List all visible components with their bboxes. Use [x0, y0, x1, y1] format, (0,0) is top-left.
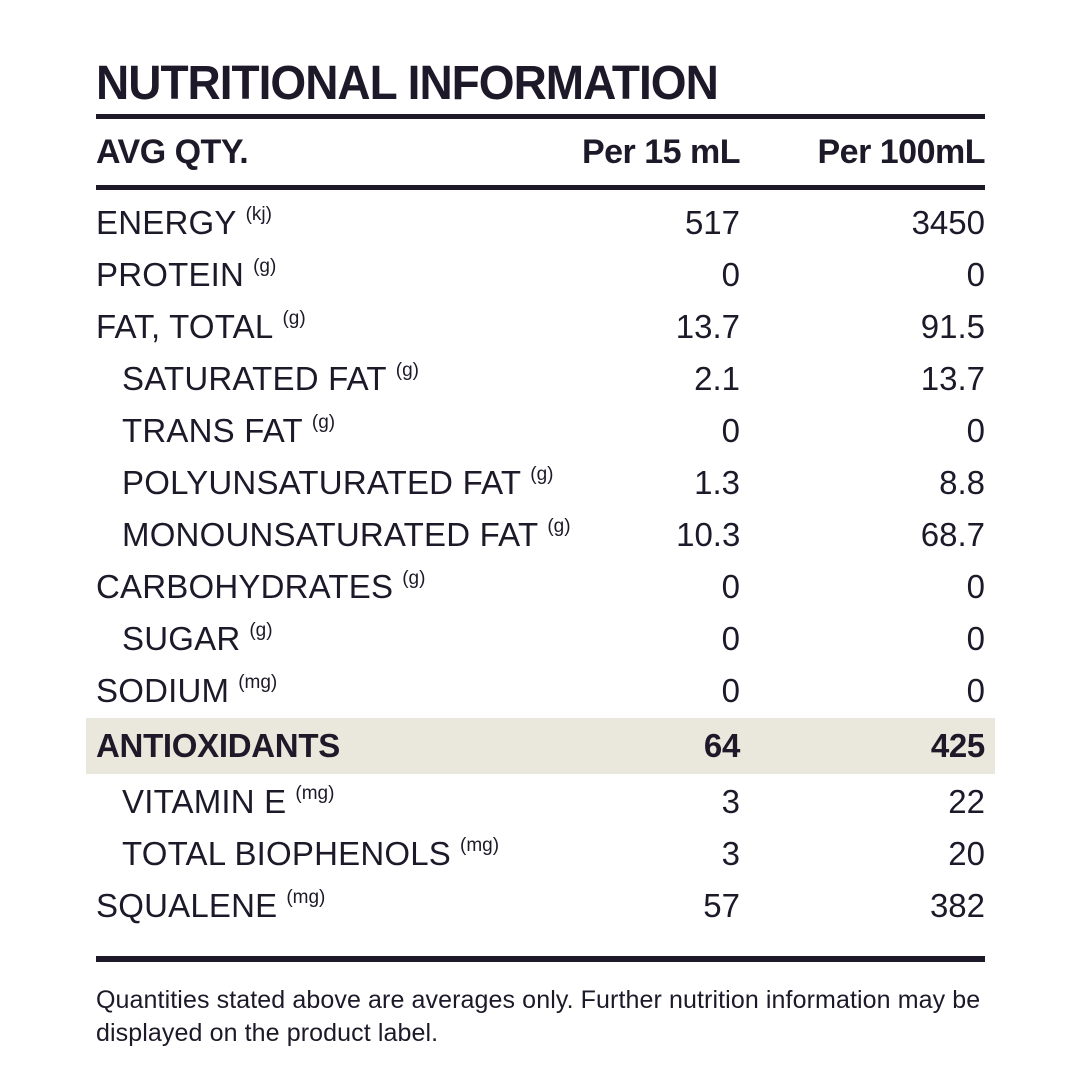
row-label: POLYUNSATURATED FAT (g) [122, 464, 554, 501]
table-row: POLYUNSATURATED FAT (g) 1.3 8.8 [96, 457, 985, 509]
table-row: TRANS FAT (g) 0 0 [96, 405, 985, 457]
row-label: PROTEIN (g) [96, 256, 277, 293]
divider-top [96, 114, 985, 119]
row-value-per-15ml: 10.3 [676, 516, 741, 553]
table-row: TOTAL BIOPHENOLS (mg) 3 20 [96, 828, 985, 880]
row-value-per-15ml: 64 [703, 727, 740, 764]
table-row: MONOUNSATURATED FAT (g) 10.3 68.7 [96, 509, 985, 561]
row-label: SATURATED FAT (g) [122, 360, 420, 397]
column-header-per-100ml: Per 100mL [817, 132, 986, 171]
row-value-per-15ml: 0 [721, 256, 740, 293]
row-value-per-100ml: 68.7 [920, 516, 985, 553]
divider-header [96, 185, 985, 190]
divider-bottom [96, 956, 985, 962]
row-label: ANTIOXIDANTS [96, 727, 340, 764]
table-row: SATURATED FAT (g) 2.1 13.7 [96, 353, 985, 405]
table-row: ANTIOXIDANTS 64 425 [86, 718, 995, 774]
row-unit: (g) [311, 412, 336, 433]
table-row: CARBOHYDRATES (g) 0 0 [96, 561, 985, 613]
table-row: SUGAR (g) 0 0 [96, 613, 985, 665]
row-unit: (g) [249, 620, 273, 641]
row-value-per-100ml: 8.8 [939, 464, 985, 501]
row-value-per-100ml: 3450 [911, 204, 985, 241]
row-value-per-15ml: 0 [721, 412, 740, 449]
column-header-avg-qty: AVG QTY. [96, 132, 249, 171]
row-value-per-15ml: 13.7 [675, 308, 740, 345]
row-value-per-100ml: 0 [966, 672, 985, 709]
table-row: SQUALENE (mg) 57 382 [96, 880, 985, 932]
row-value-per-15ml: 3 [721, 783, 740, 820]
row-unit: (mg) [295, 783, 335, 804]
table-row: SODIUM (mg) 0 0 [96, 665, 985, 717]
row-unit: (mg) [238, 672, 278, 693]
row-value-per-15ml: 2.1 [694, 360, 740, 397]
table-row: VITAMIN E (mg) 3 22 [96, 776, 985, 828]
column-header-per-15ml: Per 15 mL [581, 132, 741, 171]
row-unit: (g) [547, 516, 571, 537]
table-row: FAT, TOTAL (g) 13.7 91.5 [96, 301, 985, 353]
row-value-per-100ml: 0 [966, 620, 985, 657]
row-unit: (g) [253, 256, 277, 277]
row-value-per-15ml: 1.3 [694, 464, 740, 501]
row-value-per-100ml: 0 [966, 412, 985, 449]
row-value-per-100ml: 20 [948, 835, 985, 872]
table-body: ENERGY (kj) 517 3450 PROTEIN (g) 0 0 FAT, … [86, 197, 995, 932]
row-label: MONOUNSATURATED FAT (g) [122, 516, 571, 553]
table-header-row: AVG QTY. Per 15 mL Per 100mL [96, 119, 986, 185]
row-value-per-15ml: 0 [721, 568, 740, 605]
row-label: SODIUM (mg) [96, 672, 278, 709]
row-value-per-100ml: 382 [929, 887, 985, 924]
row-value-per-100ml: 22 [948, 783, 985, 820]
row-label: TRANS FAT (g) [122, 412, 336, 449]
row-unit: (g) [395, 360, 420, 381]
row-label: ENERGY (kj) [96, 204, 272, 241]
row-value-per-100ml: 425 [930, 727, 985, 764]
table-row: ENERGY (kj) 517 3450 [96, 197, 985, 249]
row-value-per-100ml: 13.7 [920, 360, 985, 397]
page-title: NUTRITIONAL INFORMATION [96, 55, 719, 110]
row-value-per-15ml: 0 [721, 620, 740, 657]
row-value-per-100ml: 91.5 [920, 308, 985, 345]
footer-disclaimer: Quantities stated above are averages onl… [96, 986, 981, 1047]
row-value-per-100ml: 0 [966, 256, 985, 293]
row-label: CARBOHYDRATES (g) [96, 568, 426, 605]
row-value-per-15ml: 57 [703, 887, 740, 924]
row-value-per-100ml: 0 [966, 568, 985, 605]
row-value-per-15ml: 3 [721, 835, 740, 872]
row-unit: (mg) [460, 835, 500, 856]
row-unit: (g) [530, 464, 554, 485]
row-unit: (g) [402, 568, 426, 589]
table-row: PROTEIN (g) 0 0 [96, 249, 985, 301]
row-value-per-15ml: 0 [721, 672, 740, 709]
row-label: SUGAR (g) [122, 620, 273, 657]
row-label: SQUALENE (mg) [96, 887, 326, 924]
row-label: FAT, TOTAL (g) [96, 308, 306, 345]
row-unit: (kj) [245, 204, 272, 225]
row-value-per-15ml: 517 [684, 204, 740, 241]
row-label: TOTAL BIOPHENOLS (mg) [122, 835, 500, 872]
row-unit: (mg) [286, 887, 326, 908]
row-unit: (g) [282, 308, 306, 329]
row-label: VITAMIN E (mg) [122, 783, 335, 820]
